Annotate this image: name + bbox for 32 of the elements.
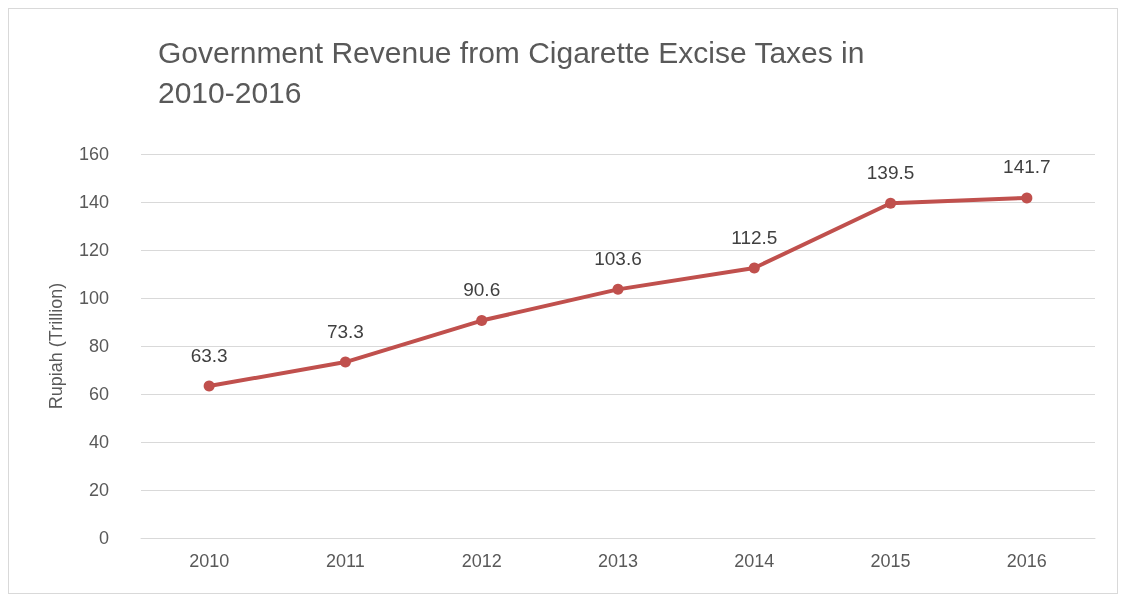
data-label: 103.6 — [594, 247, 642, 269]
y-tick-label: 160 — [78, 144, 109, 164]
y-tick-label: 120 — [78, 240, 109, 260]
y-tick-label: 60 — [88, 384, 109, 404]
y-axis-title: Rupiah (Trillion) — [46, 282, 66, 410]
y-tick-label: 100 — [78, 288, 109, 308]
y-tick-label: 140 — [78, 192, 109, 212]
point — [748, 262, 760, 274]
x-tick-label: 2015 — [870, 551, 911, 571]
point — [1021, 192, 1033, 204]
y-tick-label: 20 — [88, 480, 109, 500]
y-tick-label: 40 — [88, 432, 109, 452]
y-tick-label: 80 — [88, 336, 109, 356]
x-tick-label: 2014 — [734, 551, 775, 571]
data-label: 112.5 — [731, 226, 778, 248]
data-label: 141.7 — [1003, 156, 1051, 178]
x-tick-label: 2010 — [189, 551, 230, 571]
data-label: 90.6 — [463, 279, 501, 301]
point — [885, 197, 897, 209]
point — [612, 283, 624, 295]
x-tick-label: 2013 — [597, 551, 639, 571]
data-label: 63.3 — [190, 344, 228, 366]
x-tick-label: 2011 — [326, 551, 365, 571]
x-tick-label: 2016 — [1006, 551, 1047, 571]
x-tick-label: 2012 — [461, 551, 502, 571]
data-label: 139.5 — [866, 161, 915, 183]
point — [339, 356, 351, 368]
y-tick-label: 0 — [98, 528, 109, 548]
data-label: 73.3 — [326, 320, 364, 342]
chart-title: Government Revenue from Cigarette Excise Taxes in 2010-2016 — [158, 35, 873, 109]
point — [203, 380, 215, 392]
point — [476, 315, 488, 327]
